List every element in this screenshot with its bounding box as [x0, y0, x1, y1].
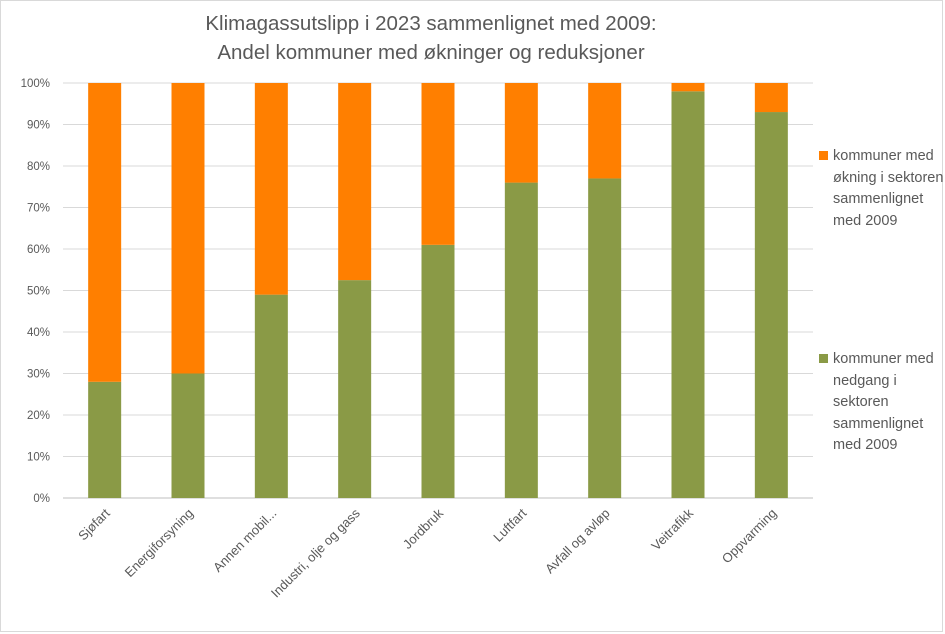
- y-tick-label: 90%: [27, 120, 50, 132]
- bar-increase: [88, 83, 122, 382]
- bar-increase: [504, 83, 538, 183]
- bar-increase: [338, 83, 372, 281]
- bar-decrease: [754, 112, 788, 499]
- chart-title-line-1: Klimagassutslipp i 2023 sammenlignet med…: [205, 12, 657, 35]
- y-tick-label: 100%: [21, 78, 50, 90]
- bar-increase: [254, 83, 288, 295]
- chart-title-line-2: Andel kommuner med økninger og reduksjon…: [217, 41, 645, 64]
- x-category-label: Energiforsyning: [122, 506, 196, 580]
- y-tick-label: 10%: [27, 452, 50, 464]
- bar-increase: [421, 83, 455, 245]
- bar-decrease: [254, 294, 288, 498]
- x-category-label: Sjøfart: [75, 505, 113, 543]
- chart-title: Klimagassutslipp i 2023 sammenlignet med…: [1, 9, 861, 67]
- bar-increase: [754, 83, 788, 113]
- y-tick-label: 80%: [27, 161, 50, 173]
- x-category-label: Industri, olje og gass: [268, 505, 363, 600]
- bar-decrease: [504, 182, 538, 498]
- y-tick-label: 0%: [33, 493, 50, 505]
- x-category-label: Veitrafikk: [648, 505, 696, 553]
- x-category-label: Luftfart: [490, 505, 529, 544]
- legend-label-decrease: kommuner med nedgang i sektoren sammenli…: [833, 351, 934, 453]
- bar-increase: [671, 83, 705, 92]
- x-category-label: Oppvarming: [719, 506, 780, 567]
- x-category-label: Avfall og avløp: [542, 506, 613, 577]
- y-tick-label: 20%: [27, 410, 50, 422]
- bar-decrease: [588, 178, 622, 498]
- legend-swatch-increase: [819, 151, 828, 160]
- bar-increase: [171, 83, 205, 374]
- y-tick-label: 30%: [27, 369, 50, 381]
- x-category-label: Annen mobil...: [210, 506, 279, 575]
- legend-label-increase: kommuner med økning i sektoren sammenlig…: [833, 148, 944, 229]
- x-category-label: Jordbruk: [400, 505, 447, 552]
- y-tick-label: 40%: [27, 327, 50, 339]
- y-tick-label: 60%: [27, 244, 50, 256]
- bar-decrease: [338, 280, 372, 498]
- legend-swatch-decrease: [819, 354, 828, 363]
- bar-decrease: [671, 91, 705, 499]
- y-tick-label: 70%: [27, 203, 50, 215]
- y-tick-label: 50%: [27, 286, 50, 298]
- bar-decrease: [171, 373, 205, 498]
- bar-decrease: [421, 244, 455, 498]
- bar-decrease: [88, 381, 122, 498]
- bar-increase: [588, 83, 622, 179]
